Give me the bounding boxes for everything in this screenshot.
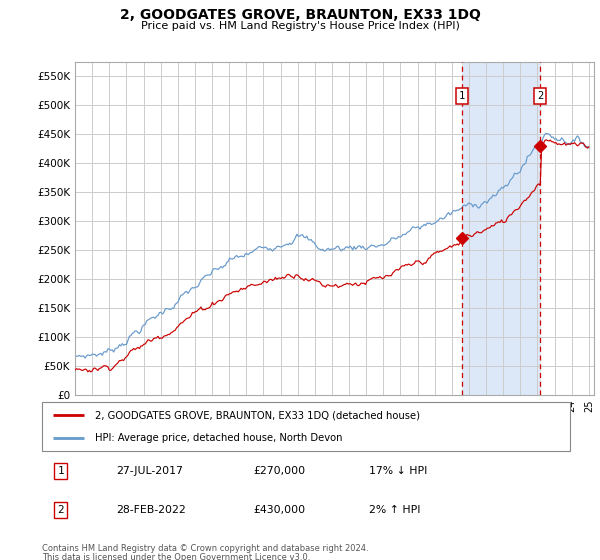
- Text: £430,000: £430,000: [253, 505, 305, 515]
- Bar: [461, 62, 540, 395]
- Text: 2: 2: [57, 505, 64, 515]
- Text: 27-JUL-2017: 27-JUL-2017: [116, 466, 183, 476]
- Text: Contains HM Land Registry data © Crown copyright and database right 2024.: Contains HM Land Registry data © Crown c…: [42, 544, 368, 553]
- Text: Price paid vs. HM Land Registry's House Price Index (HPI): Price paid vs. HM Land Registry's House …: [140, 21, 460, 31]
- FancyBboxPatch shape: [42, 402, 570, 451]
- Text: 17% ↓ HPI: 17% ↓ HPI: [370, 466, 428, 476]
- Text: 2, GOODGATES GROVE, BRAUNTON, EX33 1DQ (detached house): 2, GOODGATES GROVE, BRAUNTON, EX33 1DQ (…: [95, 410, 420, 420]
- Text: 28-FEB-2022: 28-FEB-2022: [116, 505, 185, 515]
- Text: 2, GOODGATES GROVE, BRAUNTON, EX33 1DQ: 2, GOODGATES GROVE, BRAUNTON, EX33 1DQ: [119, 8, 481, 22]
- Text: 2% ↑ HPI: 2% ↑ HPI: [370, 505, 421, 515]
- Text: 1: 1: [57, 466, 64, 476]
- Text: £270,000: £270,000: [253, 466, 305, 476]
- Text: This data is licensed under the Open Government Licence v3.0.: This data is licensed under the Open Gov…: [42, 553, 310, 560]
- Text: 2: 2: [537, 91, 544, 101]
- Text: HPI: Average price, detached house, North Devon: HPI: Average price, detached house, Nort…: [95, 433, 342, 442]
- Text: 1: 1: [458, 91, 465, 101]
